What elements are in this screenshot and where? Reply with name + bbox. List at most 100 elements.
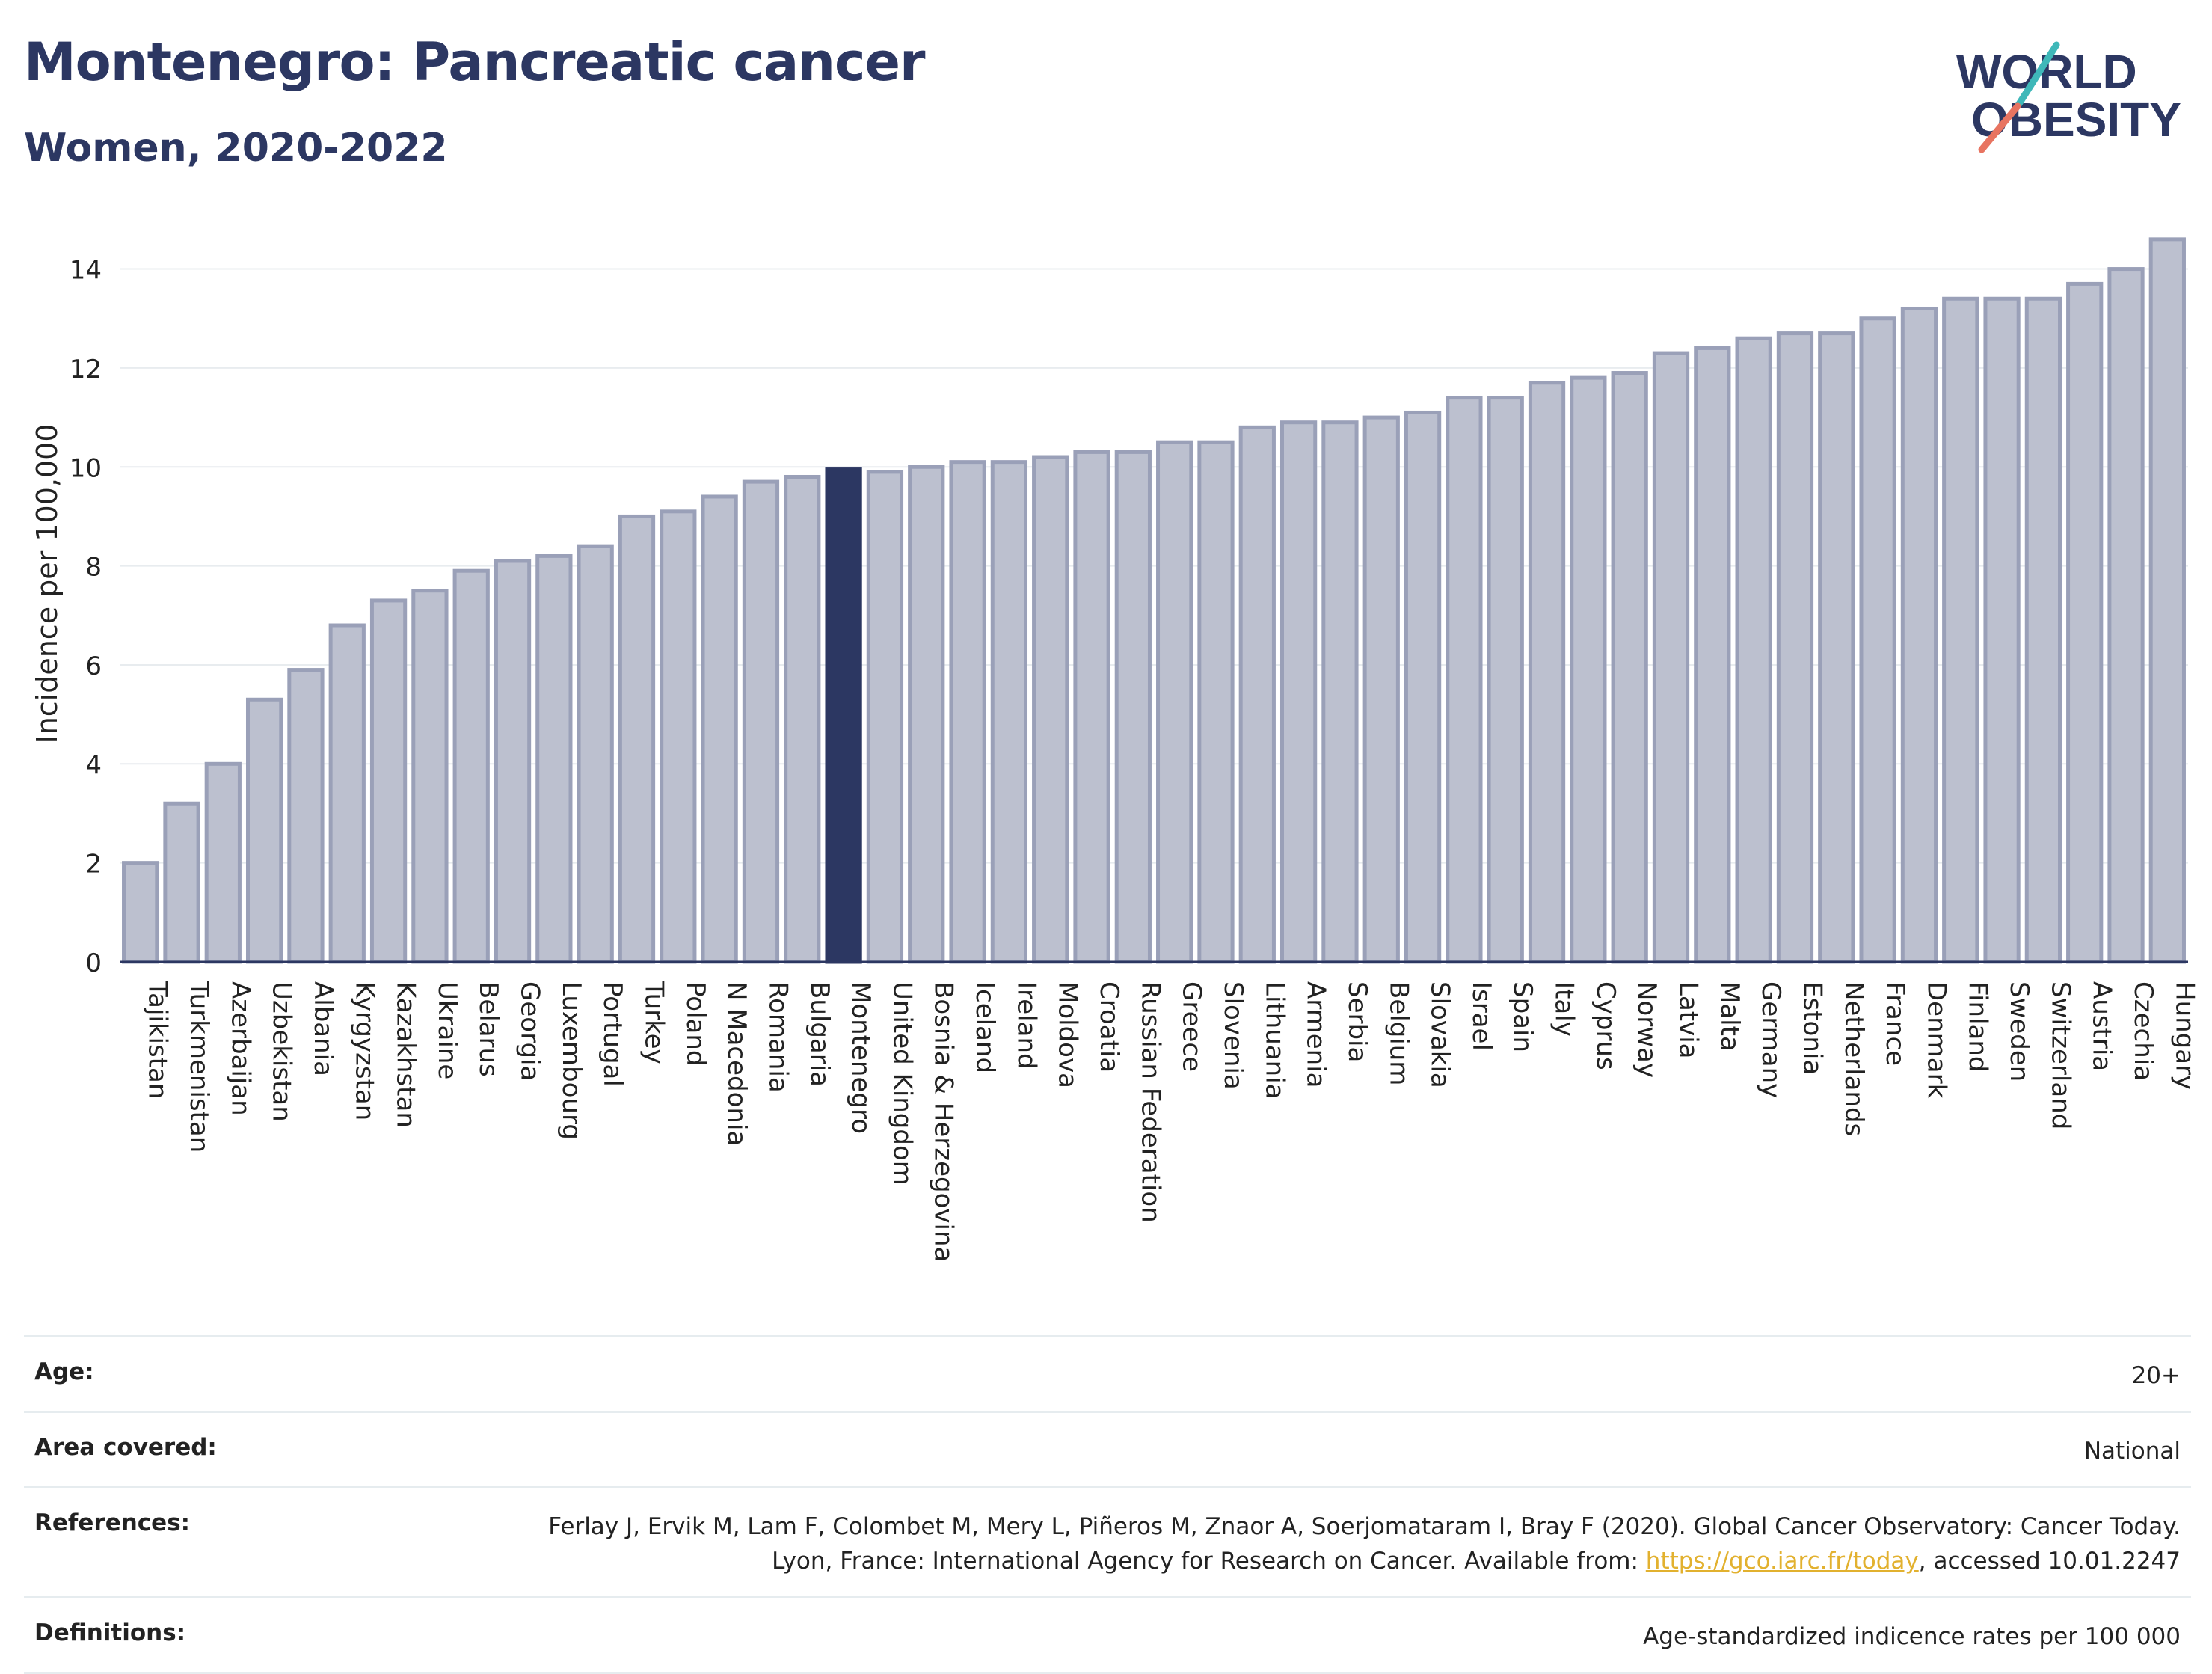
- bar: [2107, 267, 2145, 964]
- bar: [660, 509, 697, 964]
- x-tick-label: Switzerland: [2045, 981, 2075, 1129]
- bar: [1570, 375, 1607, 964]
- bar: [1073, 450, 1110, 964]
- x-tick-label: Bulgaria: [805, 981, 835, 1087]
- definitions-label: Definitions:: [34, 1619, 186, 1646]
- x-tick-label: Croatia: [1094, 981, 1124, 1073]
- bar-highlight: [825, 467, 862, 964]
- bar: [1321, 420, 1359, 964]
- bar: [1735, 336, 1772, 964]
- y-tick-label: 14: [70, 256, 102, 286]
- bar: [1197, 440, 1235, 964]
- x-tick-label: Azerbaijan: [225, 981, 255, 1116]
- x-tick-label: Romania: [763, 981, 793, 1093]
- references-suffix: , accessed 10.01.2247: [1918, 1548, 2181, 1575]
- bar: [701, 494, 738, 964]
- bar: [245, 697, 283, 964]
- bar: [1652, 351, 1690, 964]
- page-title: Montenegro: Pancreatic cancer: [24, 31, 926, 93]
- x-tick-label: Serbia: [1342, 981, 1372, 1062]
- bar: [1611, 371, 1648, 964]
- x-tick-label: Latvia: [1674, 981, 1703, 1059]
- bar: [1694, 346, 1731, 964]
- x-tick-label: Montenegro: [846, 981, 876, 1134]
- bar: [949, 460, 986, 964]
- x-tick-label: Moldova: [1053, 981, 1083, 1088]
- x-tick-label: Ireland: [1011, 981, 1041, 1070]
- x-tick-label: Norway: [1632, 981, 1662, 1078]
- x-tick-label: Iceland: [970, 981, 1000, 1073]
- x-tick-label: Finland: [1963, 981, 1993, 1073]
- x-tick-label: Czechia: [2128, 981, 2158, 1081]
- bar: [1983, 296, 2021, 964]
- bar: [1446, 396, 1483, 964]
- y-tick-label: 2: [85, 850, 102, 880]
- bar: [328, 623, 366, 964]
- x-tick-label: Austria: [2087, 981, 2117, 1071]
- x-tick-label: Bosnia & Herzegovina: [929, 981, 959, 1262]
- x-tick-label: Spain: [1508, 981, 1537, 1052]
- bar: [122, 861, 159, 964]
- references-text: Ferlay J, Ervik M, Lam F, Colombet M, Me…: [548, 1513, 2181, 1575]
- x-tick-label: Belgium: [1383, 981, 1413, 1085]
- logo-slash-top: [2014, 41, 2060, 110]
- info-row-area: Area covered: National: [24, 1411, 2191, 1486]
- x-tick-label: Denmark: [1921, 981, 1951, 1099]
- bar: [1528, 381, 1566, 964]
- y-tick-label: 8: [85, 553, 102, 583]
- bar: [618, 514, 656, 964]
- x-tick-label: Cyprus: [1591, 981, 1620, 1070]
- age-value: 20+: [2131, 1362, 2181, 1389]
- x-tick-label: Israel: [1466, 981, 1496, 1051]
- area-label: Area covered:: [34, 1434, 217, 1461]
- x-tick-label: Russian Federation: [1135, 981, 1165, 1223]
- x-tick-label: Albania: [308, 981, 338, 1076]
- bar: [1156, 440, 1193, 964]
- references-value: Ferlay J, Ervik M, Lam F, Colombet M, Me…: [535, 1509, 2181, 1578]
- bar: [494, 559, 532, 964]
- area-value: National: [2083, 1438, 2181, 1465]
- x-tick-label: United Kingdom: [887, 981, 917, 1186]
- bar: [2148, 237, 2186, 964]
- references-label: References:: [34, 1509, 191, 1536]
- bar: [163, 801, 200, 964]
- bar: [577, 544, 614, 964]
- bar: [2066, 281, 2104, 964]
- bar: [204, 761, 242, 964]
- bar: [1487, 396, 1524, 964]
- page-subtitle: Women, 2020-2022: [24, 126, 448, 171]
- x-tick-label: Turkey: [639, 981, 669, 1064]
- bar: [1032, 455, 1069, 964]
- y-tick-label: 6: [85, 651, 102, 681]
- x-tick-label: Malta: [1715, 981, 1745, 1052]
- x-tick-label: Tajikistan: [143, 981, 173, 1099]
- info-row-references: References: Ferlay J, Ervik M, Lam F, Co…: [24, 1486, 2191, 1596]
- bar: [535, 554, 573, 964]
- bar: [1362, 415, 1400, 964]
- bar-chart: 0 2 4 6 8 10 12 14 Tajikistan Turkmenistan Azerba…: [31, 237, 2199, 1262]
- bar: [411, 589, 449, 964]
- x-tick-label: Greece: [1177, 981, 1207, 1072]
- bar: [287, 668, 325, 964]
- bar: [1114, 450, 1152, 964]
- info-row-definitions: Definitions: Age-standardized indicence …: [24, 1596, 2191, 1674]
- bar: [1900, 306, 1938, 964]
- x-tick-label: Estonia: [1797, 981, 1827, 1075]
- age-label: Age:: [34, 1358, 94, 1385]
- info-table: Age: 20+ Area covered: National Referenc…: [24, 1335, 2191, 1674]
- y-tick-label: 0: [85, 948, 102, 978]
- definitions-value: Age-standardized indicence rates per 100…: [1643, 1623, 2181, 1650]
- bars: [122, 237, 2186, 964]
- x-tick-label: Ukraine: [432, 981, 462, 1079]
- bar: [866, 470, 904, 964]
- references-link[interactable]: https://gco.iarc.fr/today: [1645, 1548, 1919, 1575]
- x-tick-label: Uzbekistan: [267, 981, 297, 1122]
- y-tick-label: 12: [70, 355, 102, 384]
- y-axis-label: Incidence per 100,000: [31, 423, 64, 743]
- bar: [1404, 410, 1442, 964]
- x-tick-label: Italy: [1549, 981, 1579, 1037]
- x-tick-label: Lithuania: [1259, 981, 1289, 1099]
- x-tick-label: Germany: [1756, 981, 1786, 1098]
- x-tick-label: Luxembourg: [556, 981, 586, 1140]
- bar: [1818, 331, 1855, 964]
